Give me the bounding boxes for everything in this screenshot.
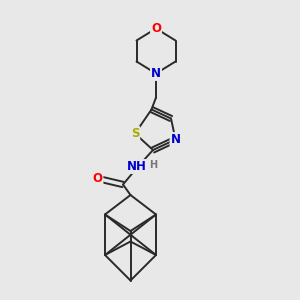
Text: O: O — [151, 22, 161, 35]
Text: NH: NH — [127, 160, 146, 173]
Text: N: N — [151, 67, 161, 80]
Text: O: O — [92, 172, 103, 185]
Text: N: N — [170, 133, 181, 146]
Text: H: H — [149, 160, 158, 170]
Text: S: S — [131, 127, 139, 140]
